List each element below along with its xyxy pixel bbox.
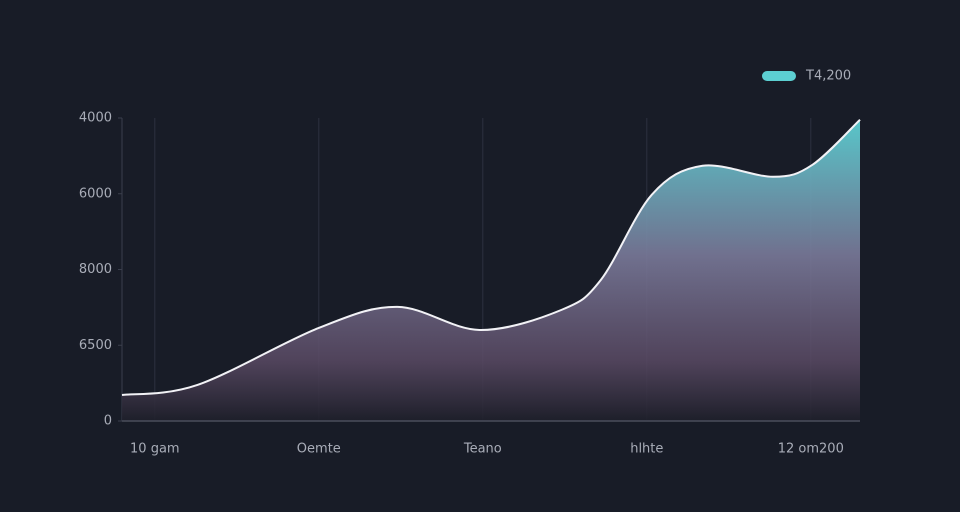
x-tick-label: 10 gam [130, 442, 180, 457]
x-tick-label: hlhte [630, 442, 663, 457]
y-tick-label: 0 [104, 414, 112, 429]
x-tick-label: Teano [463, 442, 502, 457]
legend-swatch [762, 71, 796, 81]
legend-label: T4,200 [805, 69, 851, 84]
x-tick-label: Oemte [297, 442, 341, 457]
area-fill [122, 119, 860, 421]
y-tick-label: 4000 [79, 111, 112, 126]
x-tick-label: 12 om200 [778, 442, 844, 457]
y-tick-label: 6000 [79, 186, 112, 201]
area-line [121, 119, 861, 397]
y-tick-label: 6500 [79, 338, 112, 353]
y-tick-label: 8000 [79, 262, 112, 277]
